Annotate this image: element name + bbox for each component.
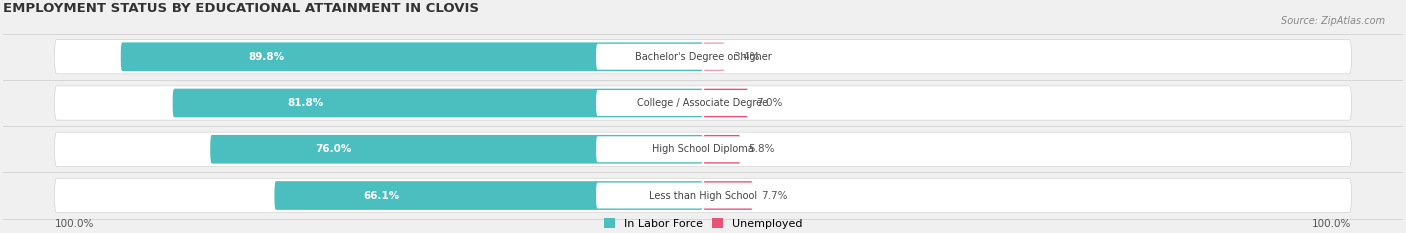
Text: Bachelor's Degree or higher: Bachelor's Degree or higher (634, 52, 772, 62)
Text: 5.8%: 5.8% (748, 144, 775, 154)
Text: 100.0%: 100.0% (55, 219, 94, 229)
FancyBboxPatch shape (121, 42, 703, 71)
Text: 89.8%: 89.8% (249, 52, 284, 62)
FancyBboxPatch shape (55, 40, 1351, 74)
FancyBboxPatch shape (703, 89, 748, 117)
FancyBboxPatch shape (596, 44, 810, 70)
FancyBboxPatch shape (55, 132, 1351, 166)
Text: EMPLOYMENT STATUS BY EDUCATIONAL ATTAINMENT IN CLOVIS: EMPLOYMENT STATUS BY EDUCATIONAL ATTAINM… (3, 2, 479, 15)
FancyBboxPatch shape (173, 89, 703, 117)
FancyBboxPatch shape (55, 178, 1351, 213)
Text: 81.8%: 81.8% (287, 98, 323, 108)
FancyBboxPatch shape (703, 181, 754, 210)
FancyBboxPatch shape (596, 183, 810, 209)
Text: 3.4%: 3.4% (733, 52, 759, 62)
Text: High School Diploma: High School Diploma (652, 144, 754, 154)
Text: College / Associate Degree: College / Associate Degree (637, 98, 769, 108)
FancyBboxPatch shape (596, 90, 810, 116)
Text: Source: ZipAtlas.com: Source: ZipAtlas.com (1281, 16, 1385, 26)
Legend: In Labor Force, Unemployed: In Labor Force, Unemployed (603, 218, 803, 229)
FancyBboxPatch shape (703, 135, 741, 164)
FancyBboxPatch shape (55, 86, 1351, 120)
Text: 100.0%: 100.0% (1312, 219, 1351, 229)
Text: 7.7%: 7.7% (761, 191, 787, 201)
FancyBboxPatch shape (274, 181, 703, 210)
Text: Less than High School: Less than High School (650, 191, 756, 201)
FancyBboxPatch shape (703, 42, 725, 71)
Text: 76.0%: 76.0% (315, 144, 352, 154)
Text: 66.1%: 66.1% (364, 191, 399, 201)
FancyBboxPatch shape (211, 135, 703, 164)
FancyBboxPatch shape (596, 136, 810, 162)
Text: 7.0%: 7.0% (756, 98, 783, 108)
